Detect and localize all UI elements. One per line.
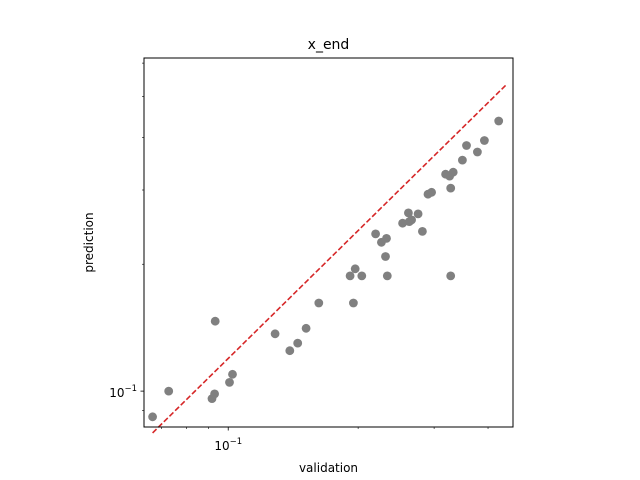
- data-points: [148, 116, 504, 422]
- reference-line: [152, 84, 507, 434]
- data-point: [164, 386, 174, 396]
- data-point: [285, 346, 295, 356]
- data-point: [462, 141, 471, 150]
- plot-frame: [143, 57, 514, 428]
- data-point: [148, 412, 158, 422]
- data-point: [357, 271, 367, 281]
- data-point: [407, 215, 416, 225]
- data-point: [225, 378, 234, 387]
- data-point: [418, 227, 427, 236]
- data-point: [314, 298, 324, 308]
- plot-area: [144, 58, 513, 427]
- data-point: [345, 271, 355, 281]
- data-point: [228, 369, 237, 379]
- data-point: [448, 167, 458, 177]
- data-point: [446, 183, 456, 193]
- data-point: [398, 218, 407, 228]
- data-point: [210, 389, 220, 399]
- data-point: [270, 329, 280, 339]
- data-point: [381, 252, 390, 261]
- data-point: [480, 136, 489, 145]
- data-point: [473, 147, 482, 157]
- data-point: [382, 271, 392, 281]
- data-point: [371, 229, 380, 239]
- data-point: [494, 116, 504, 126]
- data-point: [293, 338, 303, 348]
- data-point: [382, 234, 391, 243]
- data-point: [301, 323, 311, 333]
- data-point: [349, 298, 358, 308]
- reference-line-layer: [152, 84, 507, 434]
- data-point: [210, 316, 220, 326]
- data-point: [446, 271, 456, 281]
- data-point: [350, 264, 360, 274]
- x-axis-label: validation: [299, 461, 358, 475]
- y-axis-label: prediction: [82, 212, 96, 272]
- data-point: [404, 208, 413, 218]
- data-point: [413, 209, 423, 219]
- data-point: [458, 155, 467, 165]
- chart-title: x_end: [308, 37, 350, 53]
- data-point: [427, 187, 436, 197]
